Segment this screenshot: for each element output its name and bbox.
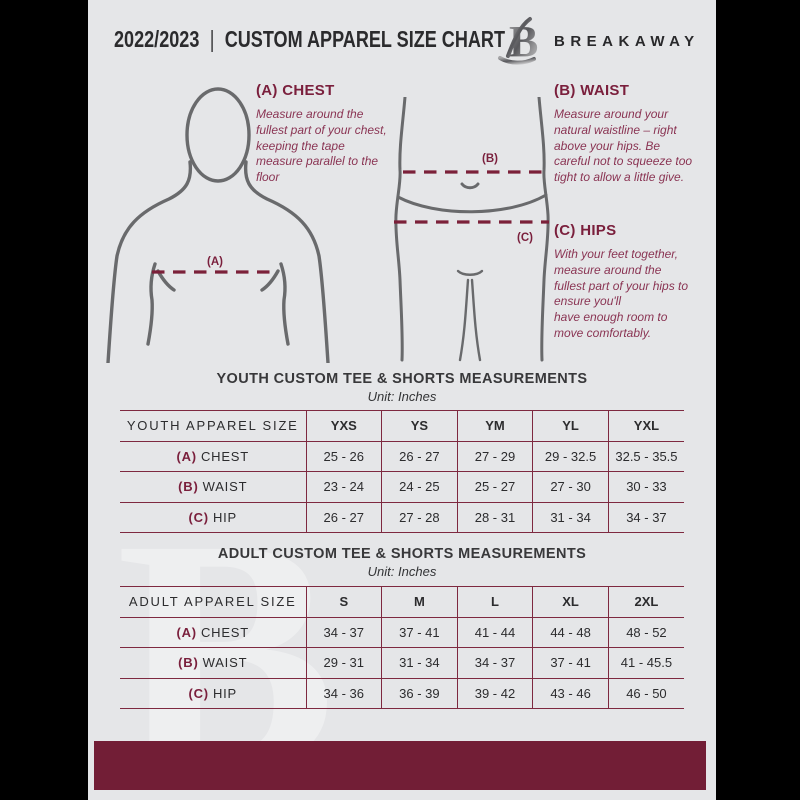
- adult-section-unit: Unit: Inches: [367, 564, 437, 579]
- cell-value: 37 - 41: [532, 647, 609, 678]
- cell-value: 25 - 27: [456, 471, 533, 502]
- size-header: YXS: [305, 410, 382, 441]
- row-label-chest: (A) CHEST: [120, 616, 306, 648]
- row-label-waist: (B) WAIST: [120, 647, 306, 678]
- table-header-row: ADULT APPAREL SIZE S M L XL 2XL: [120, 586, 684, 617]
- adult-section-title: ADULT CUSTOM TEE & SHORTS MEASUREMENTS: [217, 546, 587, 562]
- row-key: (C): [188, 685, 209, 701]
- size-header: YL: [532, 410, 609, 441]
- adult-size-table: ADULT APPAREL SIZE S M L XL 2XL (A) CHEST…: [120, 586, 684, 709]
- cell-value: 48 - 52: [607, 616, 684, 648]
- cell-value: 34 - 36: [305, 677, 382, 709]
- youth-size-table: YOUTH APPAREL SIZE YXS YS YM YL YXL (A) C…: [120, 410, 684, 533]
- row-name: CHEST: [200, 448, 249, 464]
- cell-value: 43 - 46: [532, 677, 609, 709]
- document-page: B 2022/2023 | CUSTOM APPAREL SIZE CHART B …: [88, 0, 716, 800]
- youth-section-title: YOUTH CUSTOM TEE & SHORTS MEASUREMENTS: [216, 371, 588, 387]
- title-year: 2022/2023: [114, 27, 200, 53]
- cell-value: 46 - 50: [607, 677, 684, 709]
- table-row-hip: (C) HIP 26 - 27 27 - 28 28 - 31 31 - 34 3…: [120, 501, 684, 533]
- table-row-chest: (A) CHEST 25 - 26 26 - 27 27 - 29 29 - 32…: [120, 440, 684, 472]
- table-row-waist: (B) WAIST 23 - 24 24 - 25 25 - 27 27 - 30…: [120, 471, 684, 502]
- size-header: L: [456, 586, 533, 617]
- size-header: 2XL: [607, 586, 684, 617]
- cell-value: 34 - 37: [456, 647, 533, 678]
- hips-diagram: (B) (C): [386, 97, 556, 367]
- cell-value: 25 - 26: [305, 440, 382, 472]
- title-separator: |: [209, 27, 215, 53]
- cell-value: 28 - 31: [456, 501, 533, 533]
- row-name: HIP: [212, 509, 238, 525]
- cell-value: 39 - 42: [456, 677, 533, 709]
- row-label-hip: (C) HIP: [120, 677, 306, 709]
- footer-accent-bar: [94, 741, 706, 790]
- table-row-hip: (C) HIP 34 - 36 36 - 39 39 - 42 43 - 46 4…: [120, 677, 684, 709]
- row-label-chest: (A) CHEST: [120, 440, 306, 472]
- table-row-waist: (B) WAIST 29 - 31 31 - 34 34 - 37 37 - 41…: [120, 647, 684, 678]
- hips-guide-heading: (C) HIPS: [554, 222, 617, 239]
- cell-value: 34 - 37: [607, 501, 684, 533]
- row-key: (A): [176, 448, 197, 464]
- row-name: WAIST: [202, 479, 248, 495]
- row-key: (B): [178, 479, 199, 495]
- youth-section-unit: Unit: Inches: [367, 389, 437, 404]
- row-key: (C): [188, 509, 209, 525]
- table-header-row: YOUTH APPAREL SIZE YXS YS YM YL YXL: [120, 410, 684, 441]
- brand-name: BREAKAWAY: [554, 33, 700, 50]
- chest-line-label: (A): [207, 256, 223, 268]
- cell-value: 36 - 39: [381, 677, 458, 709]
- row-name: CHEST: [200, 624, 249, 640]
- cell-value: 27 - 28: [381, 501, 458, 533]
- cell-value: 44 - 48: [532, 616, 609, 648]
- hips-guide-description: With your feet together, measure around …: [554, 247, 689, 341]
- cell-value: 41 - 44: [456, 616, 533, 648]
- row-key: (B): [178, 655, 199, 671]
- cell-value: 29 - 32.5: [532, 440, 609, 472]
- row-key: (A): [176, 624, 197, 640]
- size-header: YM: [456, 410, 533, 441]
- waist-guide-description: Measure around your natural waistline – …: [554, 107, 693, 185]
- chest-guide: (A) CHEST Measure around the fullest par…: [256, 82, 388, 186]
- table-row-chest: (A) CHEST 34 - 37 37 - 41 41 - 44 44 - 48…: [120, 616, 684, 648]
- cell-value: 41 - 45.5: [607, 647, 684, 678]
- chest-guide-description: Measure around the fullest part of your …: [256, 107, 387, 185]
- hips-line-label: (C): [517, 232, 533, 244]
- cell-value: 24 - 25: [381, 471, 458, 502]
- size-header: YXL: [607, 410, 684, 441]
- cell-value: 31 - 34: [532, 501, 609, 533]
- breakaway-logo-icon: B: [492, 14, 548, 68]
- cell-value: 27 - 30: [532, 471, 609, 502]
- cell-value: 34 - 37: [305, 616, 382, 648]
- row-name: HIP: [212, 685, 238, 701]
- waist-line-label: (B): [482, 153, 498, 165]
- cell-value: 30 - 33: [607, 471, 684, 502]
- cell-value: 26 - 27: [305, 501, 382, 533]
- size-header: YS: [381, 410, 458, 441]
- waist-guide: (B) WAIST Measure around your natural wa…: [554, 82, 694, 186]
- cell-value: 26 - 27: [381, 440, 458, 472]
- cell-value: 32.5 - 35.5: [607, 440, 684, 472]
- row-label-waist: (B) WAIST: [120, 471, 306, 502]
- cell-value: 29 - 31: [305, 647, 382, 678]
- adult-size-col-header: ADULT APPAREL SIZE: [120, 586, 306, 617]
- title-text: CUSTOM APPAREL SIZE CHART: [224, 27, 506, 53]
- cell-value: 31 - 34: [381, 647, 458, 678]
- row-label-hip: (C) HIP: [120, 501, 306, 533]
- cell-value: 37 - 41: [381, 616, 458, 648]
- chest-guide-heading: (A) CHEST: [256, 82, 335, 99]
- size-header: M: [381, 586, 458, 617]
- cell-value: 23 - 24: [305, 471, 382, 502]
- torso-diagram: (A): [103, 78, 333, 363]
- page-title: 2022/2023 | CUSTOM APPAREL SIZE CHART: [114, 27, 505, 54]
- row-name: WAIST: [202, 655, 248, 671]
- hips-guide: (C) HIPS With your feet together, measur…: [554, 222, 696, 342]
- youth-size-col-header: YOUTH APPAREL SIZE: [120, 410, 306, 441]
- size-header: S: [305, 586, 382, 617]
- waist-guide-heading: (B) WAIST: [554, 82, 630, 99]
- size-header: XL: [532, 586, 609, 617]
- cell-value: 27 - 29: [456, 440, 533, 472]
